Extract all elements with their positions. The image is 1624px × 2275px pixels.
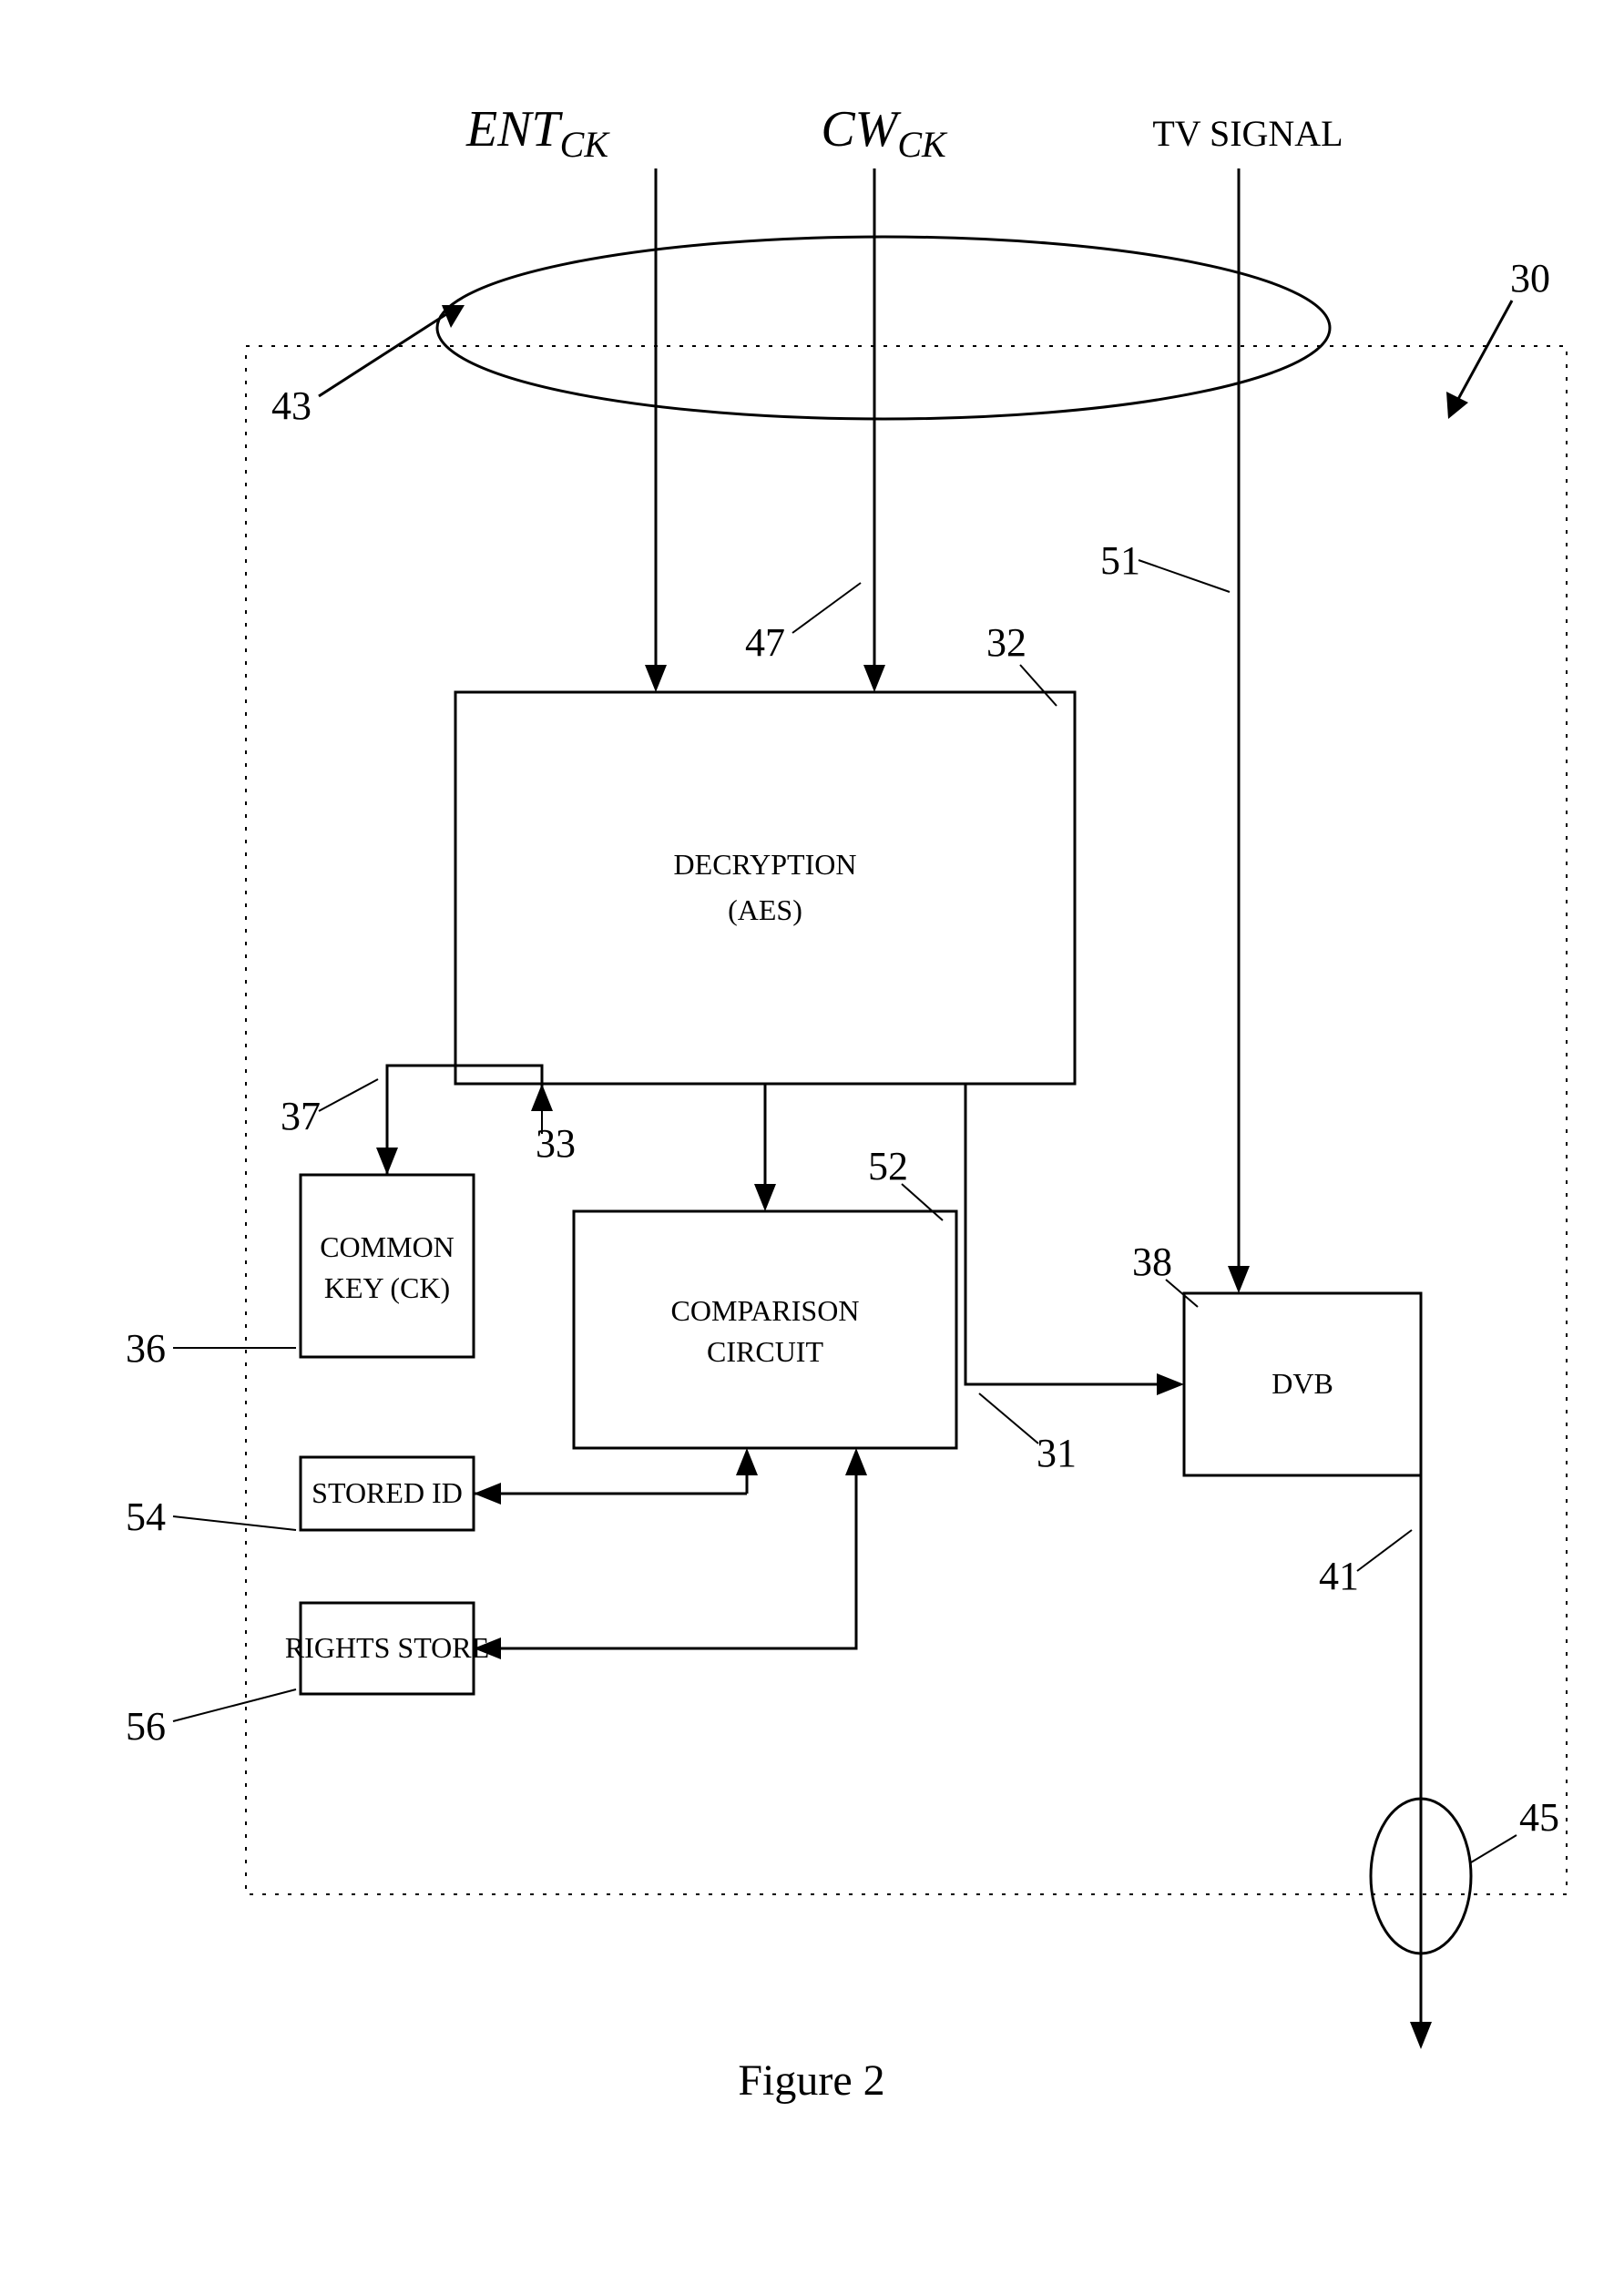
ref-30-arrowhead <box>1446 392 1468 419</box>
ref-37-leader <box>319 1079 378 1111</box>
block-diagram: ENTCK CWCK TV SIGNAL DECRYPTION (AES) CO… <box>36 36 1588 2239</box>
storedid-arrow-up <box>736 1448 758 1475</box>
comparison-label-1: COMPARISON <box>671 1294 860 1327</box>
comparison-block <box>574 1211 956 1448</box>
ref-30: 30 <box>1510 256 1550 301</box>
ref-41-leader <box>1357 1530 1412 1571</box>
decryption-label-1: DECRYPTION <box>674 848 857 881</box>
ref-47-leader <box>792 583 861 633</box>
dvb-output-arrowhead <box>1410 2022 1432 2049</box>
decryption-to-dvb-line <box>965 1084 1161 1384</box>
ref-32: 32 <box>986 620 1026 665</box>
ref-52-leader <box>902 1184 943 1220</box>
ref-56: 56 <box>126 1704 166 1749</box>
comparison-label-2: CIRCUIT <box>707 1335 823 1368</box>
ref-41: 41 <box>1319 1554 1359 1598</box>
input-tv: TV SIGNAL <box>1152 113 1343 154</box>
storedid-arrow-left <box>474 1483 501 1505</box>
ref-51-leader <box>1139 560 1230 592</box>
ref-32-leader <box>1020 665 1057 706</box>
tv-input-arrowhead <box>1228 1266 1250 1293</box>
ref-38: 38 <box>1132 1240 1172 1284</box>
input-ent: ENTCK <box>465 101 610 165</box>
figure-caption: Figure 2 <box>738 2056 884 2105</box>
ref-43: 43 <box>271 383 312 428</box>
common-key-block <box>301 1175 474 1357</box>
common-key-label-2: KEY (CK) <box>324 1271 450 1304</box>
ref-45: 45 <box>1519 1795 1559 1840</box>
common-key-label-1: COMMON <box>320 1230 455 1263</box>
ref-31-leader <box>979 1393 1038 1444</box>
ref-47: 47 <box>745 620 785 665</box>
decryption-block <box>455 692 1075 1084</box>
cw-input-arrowhead <box>863 665 885 692</box>
rights-store-label: RIGHTS STORE <box>285 1631 489 1664</box>
input-cw: CWCK <box>821 101 948 165</box>
ck-to-decryption-arrow1 <box>376 1148 398 1175</box>
stored-id-label: STORED ID <box>312 1476 463 1509</box>
dvb-label: DVB <box>1272 1367 1333 1400</box>
decryption-label-2: (AES) <box>728 893 802 926</box>
ref-30-leader <box>1457 301 1512 401</box>
ref-52: 52 <box>868 1144 908 1189</box>
ref-31: 31 <box>1037 1431 1077 1475</box>
ref-54: 54 <box>126 1495 166 1539</box>
ck-to-decryption-line <box>387 1066 542 1175</box>
rights-arrow-up <box>845 1448 867 1475</box>
ref-45-leader <box>1471 1835 1517 1862</box>
ref-43-leader <box>319 314 446 396</box>
ref-37: 37 <box>281 1094 321 1138</box>
input-ellipse <box>437 237 1330 419</box>
rights-to-comparison-line <box>474 1471 856 1648</box>
decryption-to-comparison-arrowhead <box>754 1184 776 1211</box>
ref-36: 36 <box>126 1326 166 1371</box>
ref-54-leader <box>173 1516 296 1530</box>
ref-51: 51 <box>1100 538 1140 583</box>
ref-56-leader <box>173 1689 296 1721</box>
decryption-to-dvb-arrowhead <box>1157 1373 1184 1395</box>
ent-input-arrowhead <box>645 665 667 692</box>
